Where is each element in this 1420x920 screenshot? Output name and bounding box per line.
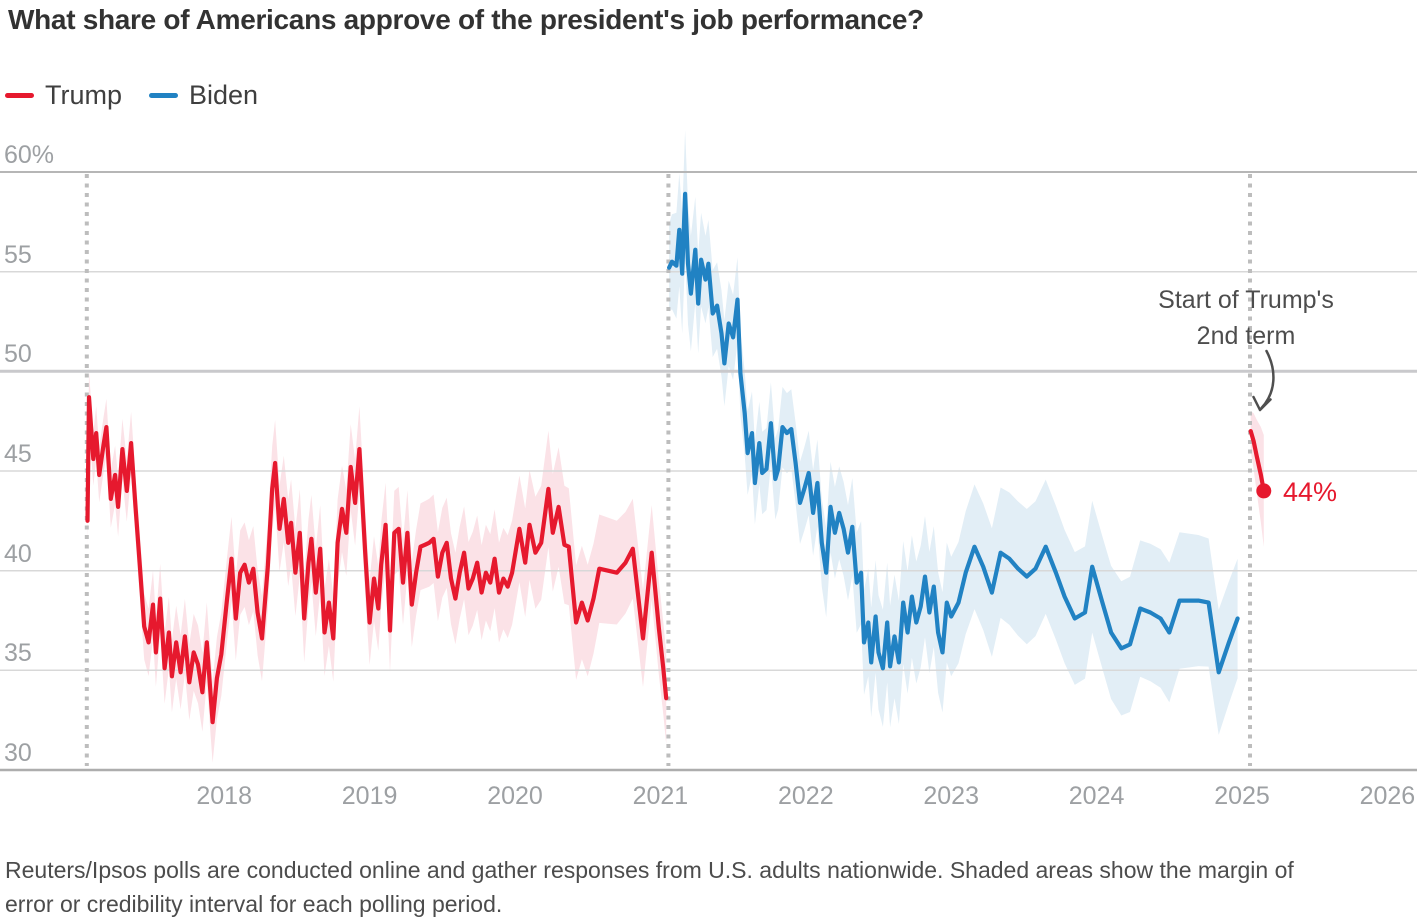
legend-item-trump: Trump	[5, 80, 122, 111]
moe-band	[669, 130, 1238, 735]
biden-line-swatch	[149, 93, 179, 98]
x-tick-2019: 2019	[341, 782, 398, 810]
annotation-arrowhead	[1252, 395, 1272, 412]
y-tick-40: 40	[4, 539, 32, 568]
y-tick-30: 30	[4, 739, 32, 767]
y-tick-50: 50	[4, 340, 32, 369]
series-line-trump-2nd-term-	[1248, 429, 1266, 493]
source-note: Reuters/Ipsos polls are conducted online…	[5, 853, 1294, 920]
y-tick-35: 35	[4, 639, 32, 668]
legend: Trump Biden	[5, 80, 258, 111]
source-note-line2: error or credibility interval for each p…	[5, 891, 503, 917]
term-start-annotation: Start of Trump's 2nd term	[1158, 282, 1334, 354]
latest-point-dot	[1256, 483, 1272, 499]
annotation-line2: 2nd term	[1196, 322, 1296, 350]
y-tick-45: 45	[4, 440, 32, 468]
annotation-line1: Start of Trump's	[1158, 286, 1334, 314]
y-tick-60: 60%	[4, 141, 55, 169]
latest-approval-label: 44%	[1283, 477, 1338, 507]
trump-line-swatch	[5, 93, 34, 98]
legend-label-trump: Trump	[45, 80, 123, 110]
x-tick-2025: 2025	[1214, 782, 1270, 810]
x-tick-2026: 2026	[1359, 782, 1416, 810]
x-tick-2021: 2021	[632, 782, 689, 810]
moe-band	[87, 371, 667, 763]
chart-title: What share of Americans approve of the p…	[8, 4, 924, 35]
x-tick-2020: 2020	[487, 782, 543, 810]
x-tick-2018: 2018	[196, 782, 252, 810]
x-tick-2023: 2023	[923, 782, 979, 810]
series-line-trump-1st-term-	[85, 395, 669, 725]
legend-item-biden: Biden	[149, 80, 258, 111]
source-note-line1: Reuters/Ipsos polls are conducted online…	[5, 857, 1294, 883]
legend-label-biden: Biden	[189, 80, 259, 110]
y-tick-55: 55	[4, 240, 32, 269]
x-tick-2022: 2022	[777, 782, 834, 810]
x-tick-2024: 2024	[1068, 782, 1125, 810]
series-line-biden	[667, 191, 1240, 675]
